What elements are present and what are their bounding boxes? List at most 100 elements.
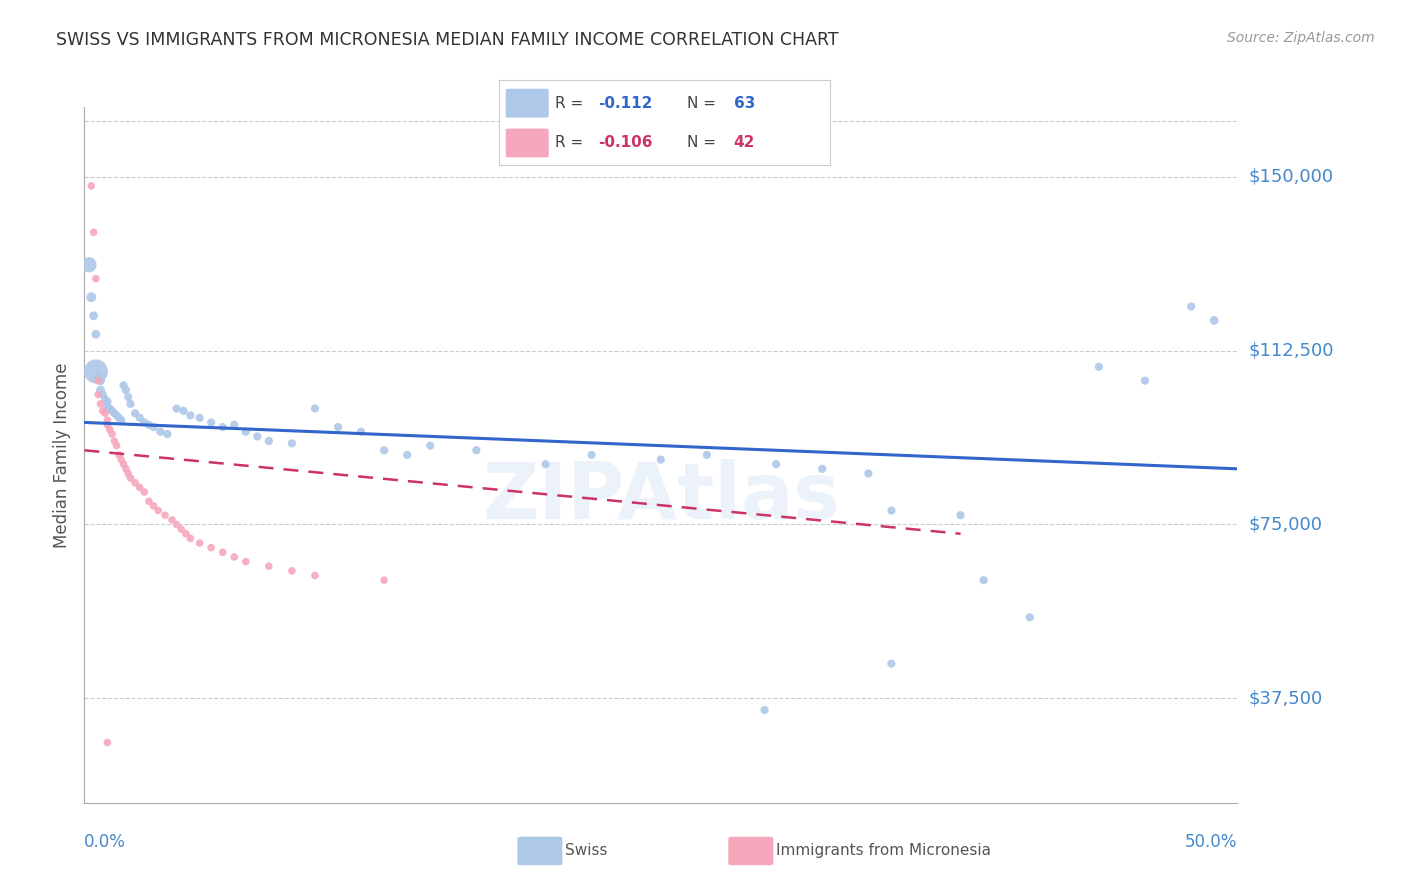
Point xyxy=(1133,374,1156,388)
Point xyxy=(117,390,139,404)
FancyBboxPatch shape xyxy=(506,89,548,118)
Text: R =: R = xyxy=(555,136,589,151)
Point xyxy=(87,374,110,388)
Point xyxy=(138,417,160,432)
Point xyxy=(811,462,834,476)
Point xyxy=(765,457,787,471)
Point xyxy=(211,420,233,434)
Text: -0.106: -0.106 xyxy=(599,136,652,151)
Point xyxy=(94,392,117,407)
Point xyxy=(174,526,197,541)
Point xyxy=(84,271,107,285)
Point xyxy=(124,475,146,490)
Point xyxy=(142,420,165,434)
Point xyxy=(211,545,233,559)
Point xyxy=(465,443,488,458)
Point xyxy=(281,436,304,450)
Point xyxy=(754,703,776,717)
Point xyxy=(80,290,103,304)
Text: 50.0%: 50.0% xyxy=(1185,833,1237,851)
Y-axis label: Median Family Income: Median Family Income xyxy=(53,362,72,548)
Text: 63: 63 xyxy=(734,95,755,111)
Point xyxy=(89,374,111,388)
Point xyxy=(200,541,222,555)
Point xyxy=(235,555,257,569)
Point xyxy=(858,467,880,481)
Point xyxy=(124,406,146,420)
Point xyxy=(101,427,124,442)
Point xyxy=(880,503,903,517)
Point xyxy=(84,327,107,342)
Text: N =: N = xyxy=(688,136,721,151)
Point xyxy=(108,410,131,425)
Point xyxy=(87,369,110,384)
Point xyxy=(83,225,105,239)
Text: N =: N = xyxy=(688,95,721,111)
FancyBboxPatch shape xyxy=(506,128,548,157)
Point xyxy=(949,508,972,523)
Point xyxy=(89,383,111,397)
Point xyxy=(373,443,395,458)
Point xyxy=(80,178,103,193)
Point xyxy=(373,573,395,587)
Point xyxy=(77,258,100,272)
Text: 0.0%: 0.0% xyxy=(84,833,127,851)
Point xyxy=(170,522,193,536)
Point xyxy=(96,394,118,409)
Point xyxy=(103,434,125,448)
Point xyxy=(89,397,111,411)
Point xyxy=(581,448,603,462)
Text: SWISS VS IMMIGRANTS FROM MICRONESIA MEDIAN FAMILY INCOME CORRELATION CHART: SWISS VS IMMIGRANTS FROM MICRONESIA MEDI… xyxy=(56,31,839,49)
Point xyxy=(105,409,128,423)
Point xyxy=(173,404,195,418)
Point xyxy=(156,427,179,442)
Text: $112,500: $112,500 xyxy=(1249,342,1334,359)
Point xyxy=(98,401,121,416)
Point xyxy=(112,378,135,392)
Point xyxy=(142,499,165,513)
Text: $75,000: $75,000 xyxy=(1249,516,1323,533)
Point xyxy=(91,387,114,401)
Point xyxy=(96,735,118,749)
Point xyxy=(128,480,150,494)
Point xyxy=(87,387,110,401)
Text: Source: ZipAtlas.com: Source: ZipAtlas.com xyxy=(1227,31,1375,45)
Point xyxy=(650,452,672,467)
Point xyxy=(224,549,246,564)
Point xyxy=(149,425,172,439)
Point xyxy=(200,416,222,430)
Point xyxy=(1204,313,1226,327)
Point xyxy=(304,401,326,416)
Point xyxy=(134,485,156,500)
Text: 42: 42 xyxy=(734,136,755,151)
Point xyxy=(110,452,132,467)
Point xyxy=(105,439,128,453)
Point xyxy=(188,410,211,425)
Point xyxy=(419,439,441,453)
Point xyxy=(94,406,117,420)
Point xyxy=(257,559,280,574)
Point xyxy=(138,494,160,508)
Point xyxy=(281,564,304,578)
Point xyxy=(110,413,132,427)
Point xyxy=(1018,610,1040,624)
Point xyxy=(166,517,188,532)
Text: R =: R = xyxy=(555,95,589,111)
Point xyxy=(396,448,419,462)
Point xyxy=(235,425,257,439)
Point xyxy=(350,425,373,439)
Point xyxy=(153,508,176,523)
Point xyxy=(304,568,326,582)
Point xyxy=(84,364,107,378)
Point xyxy=(160,513,183,527)
Point xyxy=(117,467,139,481)
Point xyxy=(115,383,138,397)
Text: $37,500: $37,500 xyxy=(1249,690,1323,707)
Point xyxy=(134,416,156,430)
Point xyxy=(1088,359,1111,374)
Point xyxy=(120,471,142,485)
Point xyxy=(179,532,201,546)
Text: ZIPAtlas: ZIPAtlas xyxy=(482,458,839,534)
Point xyxy=(880,657,903,671)
Point xyxy=(101,404,124,418)
